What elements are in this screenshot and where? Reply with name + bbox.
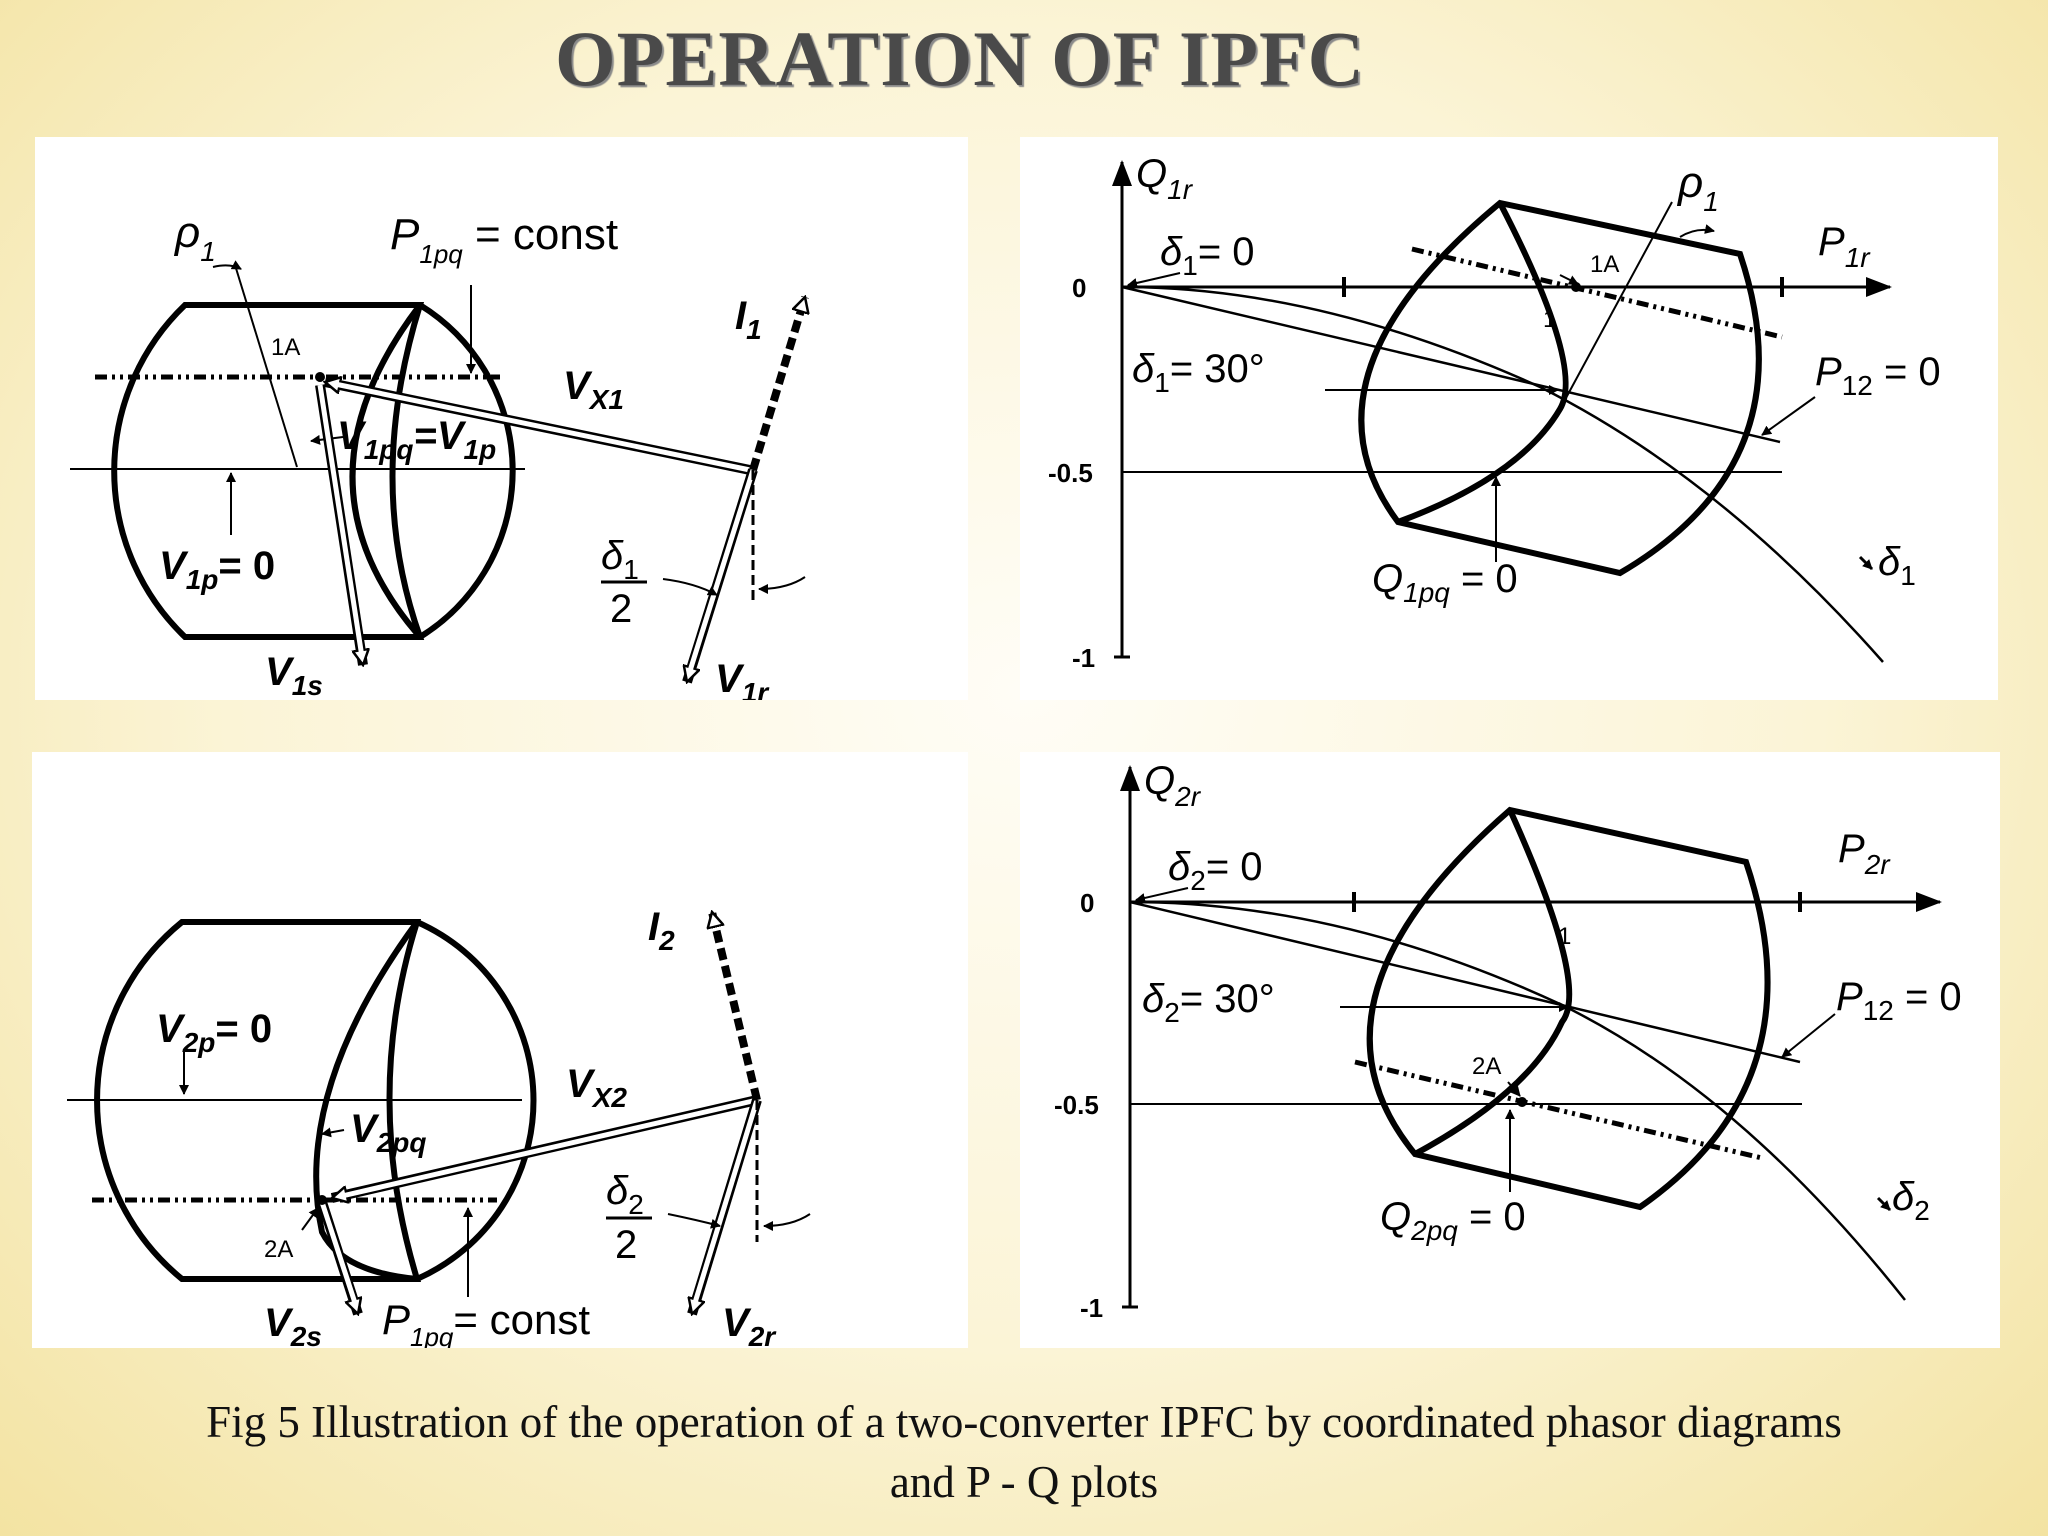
tick-label-minus-half: -0.5: [1054, 1090, 1099, 1120]
phasor-diagram-line-2: V2p= 0 V2pq 2A VX2 I2 δ2 2 V2s P1pq= con…: [32, 752, 968, 1348]
delta-1-zero-pointer: [1127, 272, 1181, 288]
v2pq-pointer: [321, 1127, 345, 1138]
slide-title: OPERATION OF IPFC: [555, 15, 1365, 102]
p12-zero-pointer: [1761, 396, 1816, 436]
delta-2-end-pointer: [1876, 1196, 1892, 1212]
q1pq-const-dotted-line: [1411, 246, 1783, 340]
delta-2-arc-right: [763, 1213, 811, 1231]
i2-label: I2: [648, 905, 675, 956]
rho-1-label: ρ1: [1676, 158, 1719, 217]
point-1a-label: 1A: [1590, 251, 1619, 278]
delta-2-half-denominator: 2: [615, 1223, 637, 1267]
p12-zero-label: P12 = 0: [1836, 975, 1962, 1026]
vx2-label: VX2: [566, 1062, 627, 1113]
pq-plot-line-1: Q1r P1r 0 -0.5 -1 δ1= 0 δ1= 30° 1A 1 ρ1 …: [1020, 137, 1998, 700]
p12-zero-label: P12 = 0: [1815, 350, 1941, 401]
p1pq-const-label: P1pq = const: [390, 210, 618, 269]
delta-2-half-numerator: δ2: [606, 1169, 644, 1220]
delta-1-curve: [1121, 285, 1884, 663]
caption-line-1: Fig 5 Illustration of the operation of a…: [206, 1397, 1842, 1447]
delta-1-curve-label: δ1: [1878, 540, 1916, 591]
rho-1-arc-arrow: [1679, 224, 1715, 238]
delta-2-30-label: δ2= 30°: [1142, 977, 1275, 1028]
point-2a-pointer: [1507, 1081, 1521, 1097]
delta-1-end-pointer: [1858, 555, 1874, 571]
delta-1-zero-label: δ1= 0: [1160, 230, 1255, 281]
tick-label-0: 0: [1080, 888, 1094, 918]
p12-zero-line: [1121, 285, 1781, 444]
v1p-zero-label: V1p= 0: [159, 544, 275, 595]
v1r-label: V1r: [715, 657, 770, 700]
p1pq-const-label: P1pq= const: [382, 1296, 590, 1348]
delta-2-arc-left: [667, 1213, 721, 1229]
p1r-axis-label: P1r: [1818, 220, 1871, 273]
delta-1-half-numerator: δ1: [601, 534, 639, 585]
pq-plot-line-2: Q2r P2r 0 -0.5 -1 δ2= 0 δ2= 30° 2A 1 P12…: [1020, 752, 2000, 1348]
caption-line-2: and P - Q plots: [889, 1457, 1159, 1507]
rho-1-arc-arrow: [212, 260, 242, 270]
q2pq-zero-label: Q2pq = 0: [1380, 1195, 1526, 1246]
q1r-axis-label: Q1r: [1136, 152, 1194, 205]
i2-current-vector: [712, 912, 761, 1101]
tick-label-minus-1: -1: [1072, 643, 1095, 673]
q1pq-zero-label: Q1pq = 0: [1372, 557, 1518, 608]
point-2a-label: 2A: [1472, 1053, 1501, 1080]
tick-label-minus-half: -0.5: [1048, 458, 1093, 488]
v2r-label: V2r: [722, 1301, 777, 1348]
operating-region-2: [94, 919, 537, 1282]
tick-label-0: 0: [1072, 273, 1086, 303]
point-2a-label: 2A: [264, 1236, 293, 1263]
i1-label: I1: [735, 294, 762, 345]
delta-2-curve-label: δ2: [1892, 1175, 1930, 1226]
rho-1-pointer: [1559, 201, 1673, 410]
p12-zero-pointer: [1781, 1013, 1836, 1058]
operating-point-1a: [1571, 282, 1581, 292]
p12-zero-line: [1129, 900, 1801, 1064]
delta-1-arc-right: [758, 576, 806, 594]
v2s-label: V2s: [264, 1301, 322, 1348]
i1-current-vector: [749, 297, 805, 472]
figure-caption: Fig 5 Illustration of the operation of a…: [0, 1392, 2048, 1512]
delta-1-30-label: δ1= 30°: [1132, 347, 1265, 398]
q2pq-const-dotted-line: [1354, 1059, 1763, 1161]
unit-one-label: 1: [1558, 923, 1571, 950]
point-1a-label: 1A: [271, 334, 300, 361]
v1s-label: V1s: [265, 650, 323, 700]
v1pq-v1p-label: V1pq=V1p: [337, 414, 496, 465]
operating-region-pq2: [1366, 806, 1771, 1211]
unit-one-label: 1: [1543, 306, 1556, 333]
vx1-label: VX1: [563, 364, 624, 415]
tick-label-minus-1: -1: [1080, 1293, 1103, 1323]
p2r-axis-label: P2r: [1838, 827, 1891, 880]
delta-2-zero-label: δ2= 0: [1168, 845, 1263, 896]
operating-region-pq1: [1358, 199, 1762, 577]
operating-region-1: [111, 302, 516, 640]
rho-1-label: ρ1: [173, 208, 216, 267]
rho-1-pointer: [234, 264, 298, 468]
operating-point-2a: [317, 1195, 327, 1205]
operating-point-1a: [315, 372, 325, 382]
delta-1-arc-left: [662, 578, 718, 596]
phasor-diagram-line-1: ρ1 P1pq = const 1A V1pq=V1p V1p= 0 VX1 I…: [35, 137, 968, 700]
delta-1-half-denominator: 2: [610, 587, 632, 631]
q2r-axis-label: Q2r: [1144, 759, 1202, 812]
v2pq-label: V2pq: [350, 1107, 426, 1158]
operating-point-2a: [1517, 1097, 1527, 1107]
delta-2-zero-pointer: [1135, 887, 1189, 903]
v2p-zero-label: V2p= 0: [156, 1007, 272, 1058]
point-2a-pointer: [301, 1207, 319, 1231]
